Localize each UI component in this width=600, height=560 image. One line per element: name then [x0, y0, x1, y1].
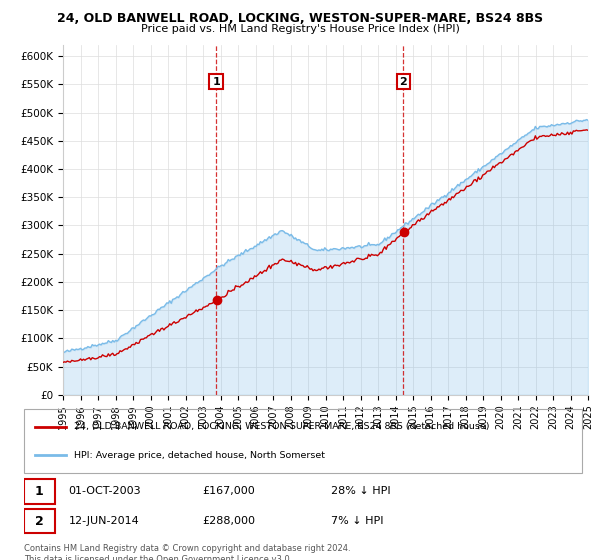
- Text: 01-OCT-2003: 01-OCT-2003: [68, 487, 141, 496]
- Text: 2: 2: [400, 77, 407, 87]
- Text: 28% ↓ HPI: 28% ↓ HPI: [331, 487, 391, 496]
- Text: 7% ↓ HPI: 7% ↓ HPI: [331, 516, 383, 526]
- Text: £288,000: £288,000: [203, 516, 256, 526]
- Text: Price paid vs. HM Land Registry's House Price Index (HPI): Price paid vs. HM Land Registry's House …: [140, 24, 460, 34]
- Text: 1: 1: [35, 485, 44, 498]
- Text: HPI: Average price, detached house, North Somerset: HPI: Average price, detached house, Nort…: [74, 451, 325, 460]
- Text: 12-JUN-2014: 12-JUN-2014: [68, 516, 139, 526]
- Text: 2: 2: [35, 515, 44, 528]
- Text: 24, OLD BANWELL ROAD, LOCKING, WESTON-SUPER-MARE, BS24 8BS (detached house): 24, OLD BANWELL ROAD, LOCKING, WESTON-SU…: [74, 422, 490, 431]
- Text: Contains HM Land Registry data © Crown copyright and database right 2024.
This d: Contains HM Land Registry data © Crown c…: [24, 544, 350, 560]
- Text: 24, OLD BANWELL ROAD, LOCKING, WESTON-SUPER-MARE, BS24 8BS: 24, OLD BANWELL ROAD, LOCKING, WESTON-SU…: [57, 12, 543, 25]
- Text: £167,000: £167,000: [203, 487, 256, 496]
- Text: 1: 1: [212, 77, 220, 87]
